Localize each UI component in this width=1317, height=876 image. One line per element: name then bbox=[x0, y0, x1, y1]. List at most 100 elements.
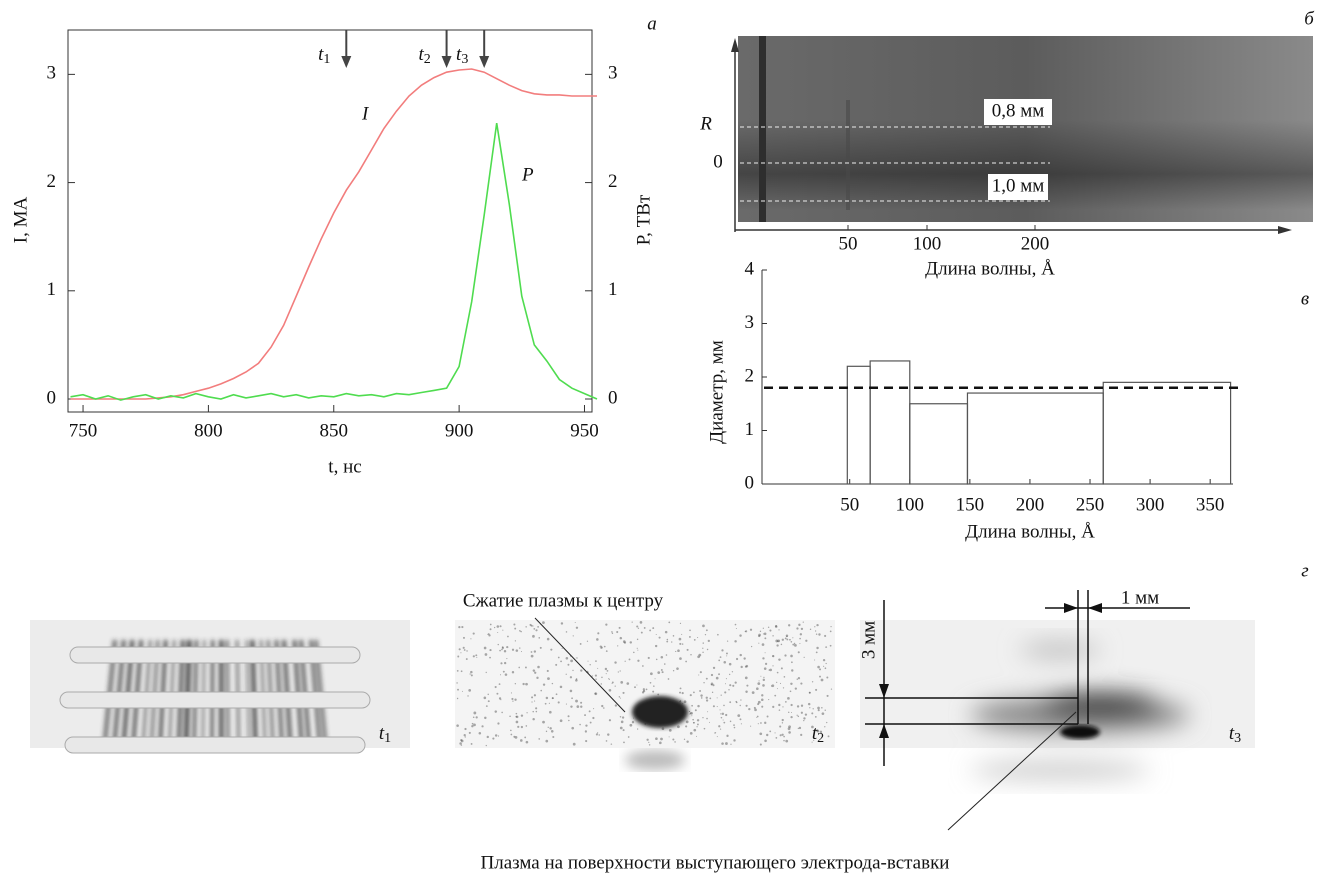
speckle bbox=[489, 623, 492, 626]
speckle bbox=[492, 737, 495, 740]
speckle bbox=[535, 710, 538, 713]
arrow-head bbox=[479, 56, 490, 68]
speckle bbox=[461, 625, 464, 629]
speckle bbox=[751, 691, 755, 694]
speckle bbox=[518, 666, 521, 669]
speckle bbox=[705, 699, 709, 702]
speckle bbox=[729, 720, 732, 723]
speckle bbox=[725, 742, 728, 745]
x-tick-label: 50 bbox=[839, 233, 858, 254]
speckle bbox=[525, 740, 529, 744]
speckle bbox=[799, 633, 803, 636]
speckle bbox=[569, 676, 573, 679]
speckle bbox=[568, 719, 570, 722]
speckle bbox=[732, 684, 735, 687]
speckle bbox=[803, 717, 806, 720]
speckle bbox=[699, 690, 702, 692]
speckle bbox=[497, 632, 499, 634]
speckle bbox=[631, 621, 633, 623]
speckle bbox=[677, 725, 680, 729]
time-symbol: t bbox=[812, 723, 818, 744]
speckle bbox=[534, 671, 537, 674]
speckle bbox=[459, 742, 462, 745]
speckle bbox=[533, 700, 536, 702]
speckle bbox=[642, 688, 645, 691]
speckle bbox=[621, 716, 625, 719]
speckle bbox=[759, 630, 762, 633]
speckle bbox=[745, 690, 748, 693]
speckle bbox=[484, 653, 488, 656]
speckle bbox=[720, 716, 723, 719]
speckle bbox=[703, 727, 706, 730]
speckle bbox=[483, 646, 487, 650]
x-axis-label: t, нс bbox=[328, 456, 361, 477]
speckle bbox=[560, 622, 564, 625]
speckle bbox=[826, 694, 829, 697]
speckle bbox=[515, 649, 519, 652]
speckle bbox=[797, 715, 800, 718]
speckle bbox=[511, 671, 515, 674]
speckle bbox=[565, 631, 568, 633]
label-box bbox=[988, 174, 1048, 200]
time-label: t1 bbox=[379, 723, 391, 746]
speckle bbox=[519, 739, 523, 742]
y-tick-label: 0 bbox=[47, 387, 57, 408]
speckle bbox=[705, 677, 708, 680]
speckle bbox=[788, 711, 790, 714]
speckle bbox=[720, 694, 722, 696]
speckle bbox=[533, 650, 537, 653]
speckle bbox=[706, 648, 709, 651]
speckle bbox=[458, 626, 461, 629]
speckle bbox=[824, 726, 826, 728]
speckle bbox=[502, 629, 504, 631]
speckle bbox=[735, 657, 739, 661]
speckle bbox=[519, 647, 521, 649]
speckle bbox=[781, 722, 784, 724]
speckle bbox=[758, 680, 760, 682]
speckle bbox=[758, 642, 760, 644]
speckle bbox=[504, 673, 508, 676]
speckle bbox=[604, 667, 608, 671]
speckle bbox=[798, 726, 802, 730]
speckle bbox=[826, 676, 829, 679]
speckle bbox=[557, 701, 560, 704]
frame-content bbox=[59, 639, 371, 754]
speckle bbox=[694, 709, 697, 712]
speckle bbox=[825, 646, 828, 648]
speckle bbox=[607, 733, 610, 736]
speckle bbox=[601, 704, 604, 708]
speckle bbox=[608, 719, 612, 722]
speckle bbox=[757, 703, 760, 706]
speckle bbox=[606, 670, 609, 672]
speckle bbox=[724, 691, 727, 694]
speckle bbox=[734, 623, 737, 626]
speckle bbox=[781, 718, 784, 722]
speckle bbox=[685, 725, 688, 728]
speckle bbox=[719, 728, 722, 730]
speckle bbox=[567, 663, 570, 666]
speckle bbox=[544, 702, 547, 705]
speckle bbox=[763, 667, 767, 670]
speckle bbox=[702, 624, 705, 628]
speckle bbox=[520, 650, 523, 653]
panel-letter: б bbox=[1304, 8, 1315, 29]
speckle bbox=[794, 643, 797, 647]
speckle bbox=[779, 725, 782, 728]
speckle bbox=[552, 735, 555, 739]
arrow-head bbox=[341, 56, 352, 68]
speckle bbox=[494, 734, 498, 737]
speckle bbox=[683, 700, 687, 704]
speckle bbox=[542, 720, 545, 724]
x-tick-label: 50 bbox=[840, 494, 859, 515]
speckle bbox=[661, 727, 665, 731]
speckle bbox=[830, 626, 832, 628]
speckle bbox=[629, 723, 633, 727]
speckle bbox=[614, 685, 616, 687]
arrow-head bbox=[1088, 603, 1102, 613]
speckle bbox=[763, 632, 767, 636]
speckle bbox=[715, 676, 719, 680]
speckle bbox=[783, 739, 785, 742]
speckle bbox=[548, 702, 550, 704]
speckle bbox=[501, 646, 504, 649]
speckle bbox=[731, 671, 734, 673]
